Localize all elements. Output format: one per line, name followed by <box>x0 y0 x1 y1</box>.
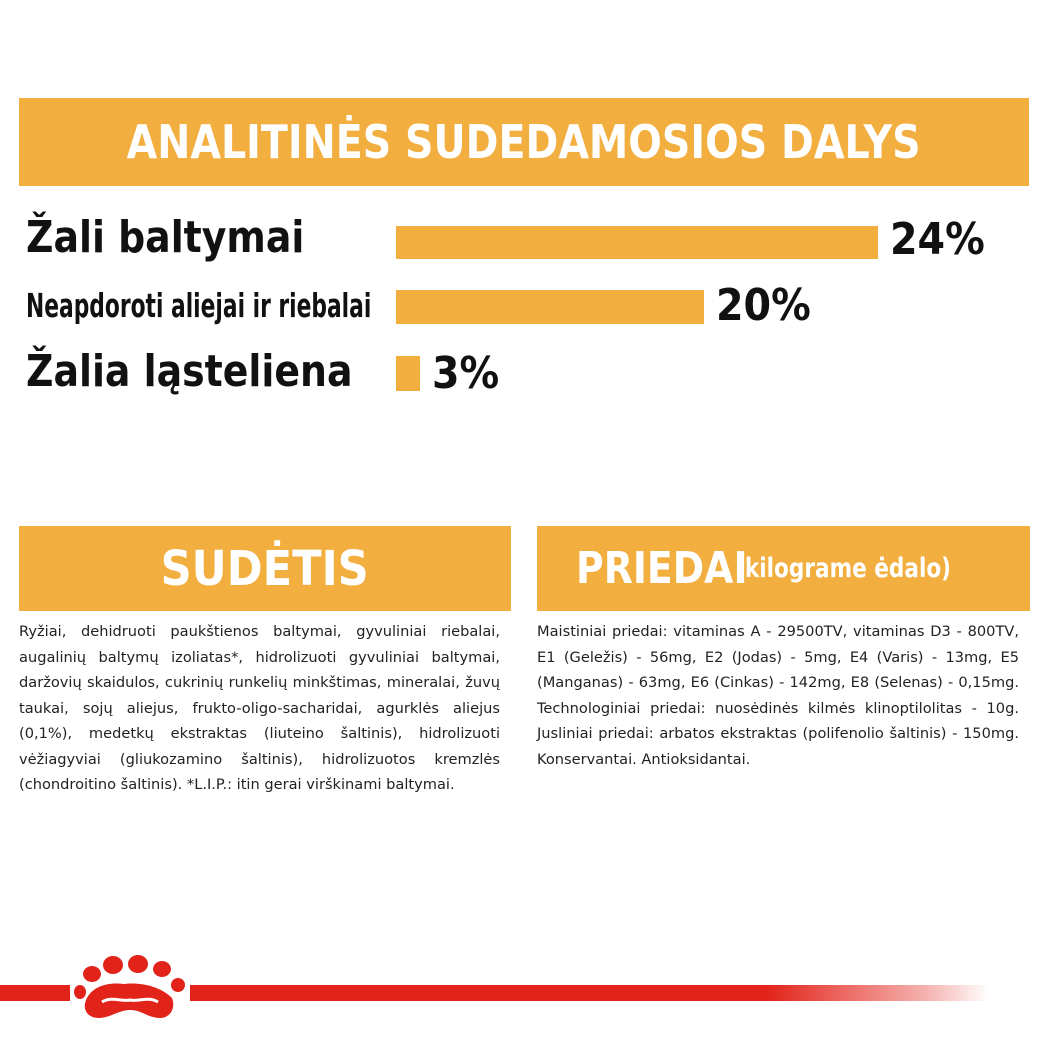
nutrient-label-fat: Neapdoroti aliejai ir riebalai <box>26 286 372 325</box>
composition-heading: SUDĖTIS <box>160 540 370 597</box>
nutrient-bar-fat <box>396 290 704 324</box>
brand-line-left <box>0 985 70 1001</box>
composition-text: Ryžiai, dehidruoti paukštienos baltymai,… <box>19 623 500 793</box>
nutrient-label-fibre: Žalia ląsteliena <box>26 346 353 397</box>
nutrient-label-protein: Žali baltymai <box>26 212 305 263</box>
royal-canin-crown-icon <box>74 955 185 1018</box>
nutrient-bar-protein <box>396 226 878 259</box>
additives-heading-note: (kilograme ėdalo) <box>735 553 952 584</box>
brand-line-right <box>190 985 990 1001</box>
nutrient-value-fibre: 3% <box>432 348 500 399</box>
composition-heading-banner: SUDĖTIS <box>19 526 511 611</box>
additives-heading: PRIEDAI <box>575 543 748 594</box>
nutrient-bar-fibre <box>396 356 420 391</box>
additives-text: Maistiniai priedai: vitaminas A - 29500T… <box>537 623 1019 768</box>
title-banner: ANALITINĖS SUDEDAMOSIOS DALYS <box>19 98 1029 186</box>
nutrient-value-fat: 20% <box>716 280 811 331</box>
nutrient-value-protein: 24% <box>890 214 985 265</box>
page-title: ANALITINĖS SUDEDAMOSIOS DALYS <box>126 115 922 169</box>
additives-heading-banner: PRIEDAI (kilograme ėdalo) <box>537 526 1030 611</box>
